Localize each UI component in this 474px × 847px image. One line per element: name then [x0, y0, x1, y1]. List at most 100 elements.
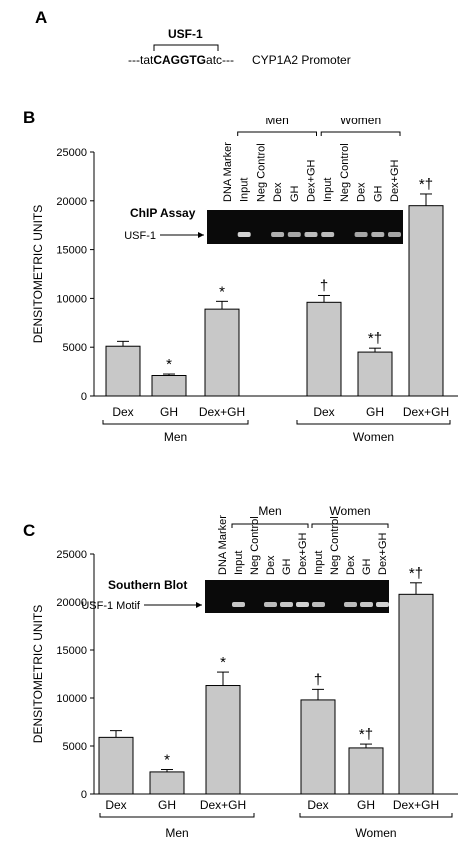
- chart1-y-tick-label: 0: [81, 789, 87, 801]
- chart0-category-label: Dex+GH: [199, 405, 245, 419]
- chart1-lane-label: Input: [313, 551, 325, 575]
- chart1-y-axis-label: DENSITOMETRIC UNITS: [31, 605, 45, 743]
- chart0-lane-label: Dex: [272, 182, 284, 202]
- chart0-y-tick-label: 0: [81, 391, 87, 403]
- chart0-lane-label: GH: [289, 185, 301, 202]
- chart0-bar: [151, 375, 187, 397]
- chart1-gel-band: [296, 602, 309, 607]
- chart1-y-tick-label: 10000: [56, 693, 87, 705]
- chart1-lane-label: Dex: [345, 555, 357, 575]
- chart1-category-label: Dex+GH: [393, 798, 439, 812]
- chart0-y-axis-label: DENSITOMETRIC UNITS: [31, 205, 45, 343]
- chart1-lane-label: Dex+GH: [377, 532, 389, 575]
- chart0-y-tick-label: 10000: [56, 293, 87, 305]
- chart1-group-label: Men: [165, 826, 188, 840]
- chart1-lane-label: Neg Control: [329, 516, 341, 575]
- chart1-category-label: Dex: [307, 798, 328, 812]
- chart0-gel-band: [304, 232, 318, 237]
- seq-motif: CAGGTG: [153, 53, 207, 67]
- chart0-lane-group-label: Men: [265, 118, 288, 127]
- chart1-y-tick-label: 5000: [63, 741, 87, 753]
- chart0-band-arrow-head: [198, 232, 204, 238]
- panel-b-chart: 0 5000 10000 15000 20000 25000 DENSITOMETRIC U…: [31, 118, 458, 444]
- panel-c-letter: C: [23, 521, 36, 540]
- chart0-gel-band: [237, 232, 251, 237]
- chart0-bar: [105, 345, 141, 397]
- chart0-bar: [408, 205, 444, 397]
- chart0-band-label: USF-1: [124, 230, 156, 242]
- chart0-lane-label: Input: [322, 178, 334, 202]
- chart1-lane-group-label: Women: [329, 504, 370, 518]
- chart1-bar: [205, 685, 241, 795]
- chart0-inset-title: ChIP Assay: [130, 206, 196, 220]
- chart0-bar: [204, 308, 240, 397]
- chart1-category-label: GH: [357, 798, 375, 812]
- chart1-gel-band: [312, 602, 325, 607]
- promoter-sequence: ---tatCAGGTGatc---: [128, 53, 234, 67]
- chart1-bar: [398, 593, 434, 795]
- chart1-group-bracket: [299, 813, 453, 818]
- motif-bracket: [153, 44, 219, 51]
- chart1-inset-title: Southern Blot: [108, 578, 187, 592]
- seq-suffix: atc---: [206, 53, 235, 67]
- chart0-lane-label: Neg Control: [255, 143, 267, 202]
- chart0-gel-band: [354, 232, 368, 237]
- chart1-significance-mark: †: [314, 671, 322, 688]
- chart1-gel-band: [376, 602, 389, 607]
- chart1-bar: [98, 736, 134, 795]
- chart1-y-tick-label: 25000: [56, 549, 87, 561]
- chart1-lane-label: Dex+GH: [297, 532, 309, 575]
- panel-a-letter: A: [35, 8, 48, 27]
- chart1-lane-group-bracket: [231, 523, 309, 528]
- chart1-lane-label: GH: [281, 558, 293, 575]
- chart0-significance-mark: *: [166, 356, 172, 373]
- panel-b-letter: B: [23, 108, 36, 127]
- chart1-lane-label: DNA Marker: [217, 515, 229, 575]
- chart0-group-bracket: [102, 420, 249, 425]
- chart1-significance-mark: *†: [359, 726, 373, 743]
- chart0-lane-group-bracket: [320, 131, 401, 136]
- chart1-bar: [300, 699, 336, 795]
- chart0-group-label: Women: [353, 430, 394, 444]
- chart0-y-tick-label: 25000: [56, 147, 87, 159]
- chart0-y-tick-label: 5000: [63, 342, 87, 354]
- chart1-band-arrow-head: [196, 602, 202, 608]
- chart0-group-bracket: [296, 420, 451, 425]
- chart0-category-label: Dex: [313, 405, 334, 419]
- promoter-label: CYP1A2 Promoter: [252, 53, 351, 67]
- chart1-gel-band: [280, 602, 293, 607]
- chart1-significance-mark: *: [220, 654, 226, 671]
- chart0-category-label: Dex+GH: [403, 405, 449, 419]
- chart1-lane-group-label: Men: [258, 504, 281, 518]
- chart1-group-bracket: [99, 813, 255, 818]
- chart0-lane-label: Dex+GH: [306, 159, 318, 202]
- chart1-gel-image: [205, 580, 389, 613]
- usf1-motif-label: USF-1: [168, 27, 203, 41]
- chart1-y-tick-label: 20000: [56, 597, 87, 609]
- chart1-gel-band: [360, 602, 373, 607]
- chart0-lane-group-label: Women: [340, 118, 381, 127]
- chart0-lane-label: DNA Marker: [222, 142, 234, 202]
- chart0-y-tick-label: 20000: [56, 196, 87, 208]
- chart1-gel-band: [264, 602, 277, 607]
- chart0-lane-label: Input: [239, 178, 251, 202]
- chart0-category-label: Dex: [112, 405, 133, 419]
- chart0-category-label: GH: [366, 405, 384, 419]
- chart0-significance-mark: *: [219, 283, 225, 300]
- chart1-lane-label: GH: [361, 558, 373, 575]
- chart0-lane-label: Dex: [356, 182, 368, 202]
- chart0-bar: [357, 351, 393, 397]
- chart1-significance-mark: *†: [409, 565, 423, 582]
- chart1-lane-label: Dex: [265, 555, 277, 575]
- chart0-gel-image: [207, 210, 403, 244]
- chart0-y-tick-label: 15000: [56, 245, 87, 257]
- chart0-gel-band: [371, 232, 385, 237]
- chart1-category-label: Dex: [105, 798, 126, 812]
- panel-c-chart: 0 5000 10000 15000 20000 25000 DENSITOMETRIC U…: [31, 504, 458, 840]
- chart0-gel-band: [271, 232, 285, 237]
- chart1-gel-band: [232, 602, 245, 607]
- chart1-bar: [149, 771, 185, 795]
- chart1-band-label: USF-1 Motif: [81, 600, 141, 612]
- chart0-lane-label: Neg Control: [339, 143, 351, 202]
- chart0-lane-label: GH: [372, 185, 384, 202]
